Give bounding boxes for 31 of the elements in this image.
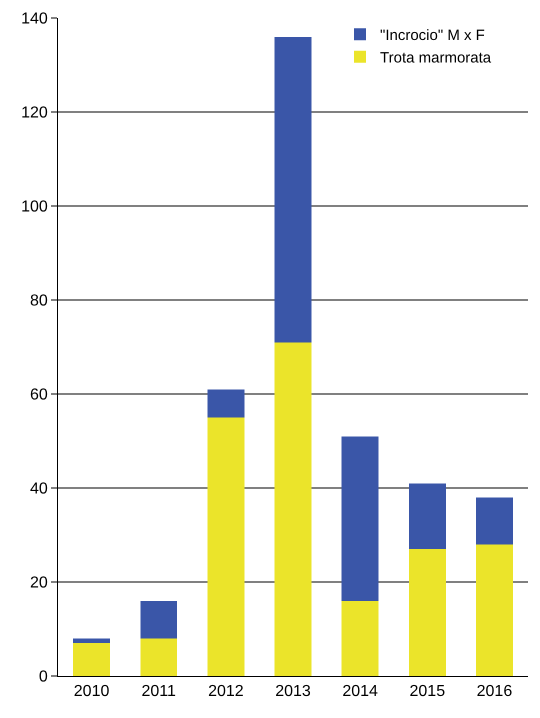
x-tick-label: 2016 — [476, 683, 512, 700]
bar — [140, 600, 178, 638]
x-tick-label: 2011 — [142, 683, 176, 700]
bar — [140, 638, 178, 676]
bar — [274, 342, 312, 676]
y-tick-label: 60 — [30, 386, 48, 404]
y-tick-label: 100 — [21, 198, 48, 216]
legend-label: Trota marmorata — [380, 50, 492, 67]
bar — [342, 436, 379, 601]
x-tick-label: 2013 — [275, 683, 311, 700]
x-tick-label: 2015 — [409, 683, 446, 700]
bar — [207, 418, 244, 676]
x-tick-label: 2014 — [342, 683, 378, 700]
bar — [274, 36, 312, 342]
bar — [408, 483, 446, 550]
y-tick-label: 40 — [30, 480, 48, 498]
x-tick-label: 2010 — [74, 683, 110, 700]
y-tick-label: 80 — [30, 292, 48, 310]
bar — [408, 549, 446, 676]
legend-label: "Incrocio" M x F — [380, 27, 485, 44]
y-tick-label: 20 — [30, 574, 48, 592]
bar — [73, 638, 110, 644]
bar — [476, 497, 513, 544]
x-tick-label: 2012 — [208, 683, 244, 700]
bar — [207, 389, 244, 418]
bar — [73, 643, 110, 676]
y-tick-label: 120 — [21, 104, 48, 122]
y-tick-label: 140 — [21, 10, 48, 28]
bar — [476, 544, 513, 676]
bar — [342, 600, 379, 676]
y-tick-label: 0 — [38, 668, 48, 686]
